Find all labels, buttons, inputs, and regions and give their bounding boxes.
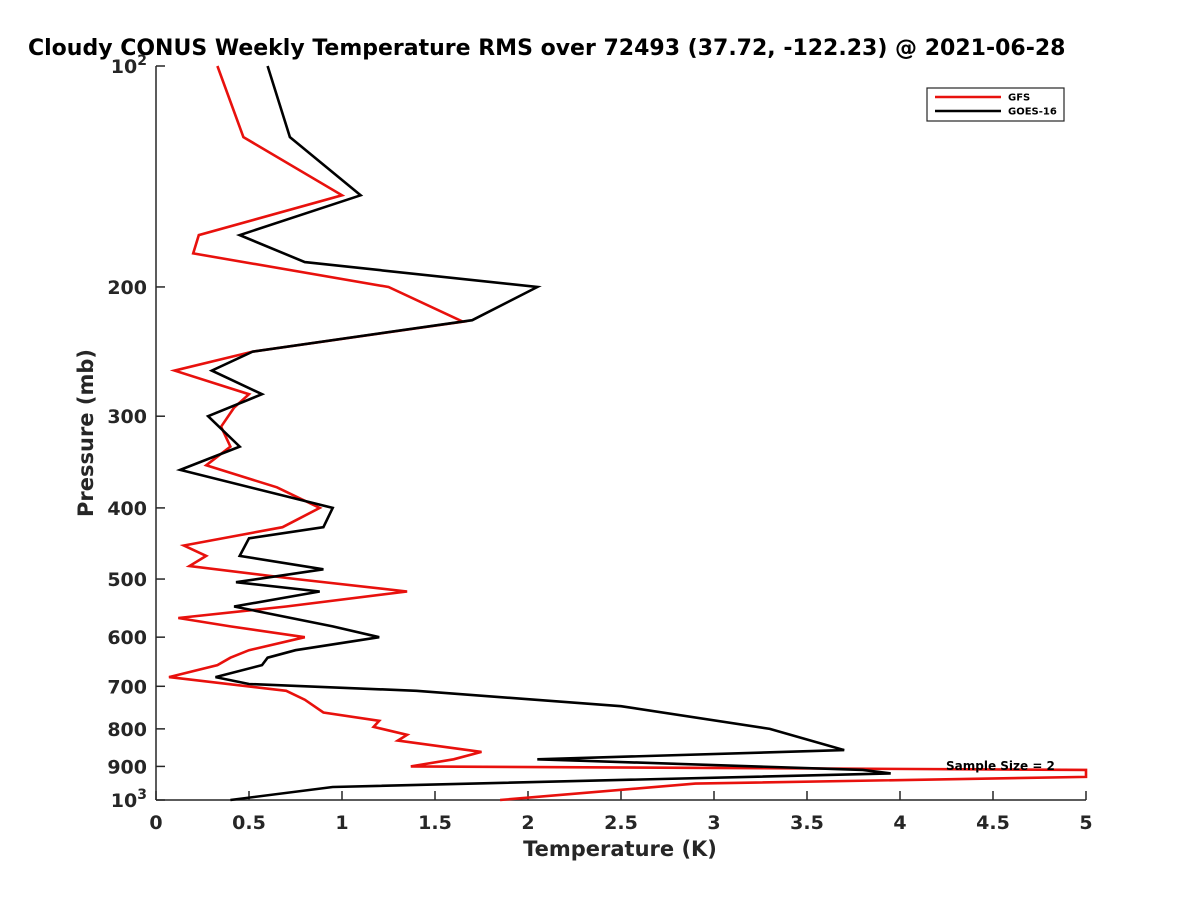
x-tick-label: 3.5 bbox=[790, 812, 824, 834]
x-tick-label: 4.5 bbox=[976, 812, 1010, 834]
legend-label: GFS bbox=[1008, 93, 1030, 104]
y-tick-label: 700 bbox=[107, 676, 147, 698]
y-axis-label: Pressure (mb) bbox=[74, 349, 98, 517]
x-tick-label: 2 bbox=[521, 812, 534, 834]
legend-box bbox=[926, 87, 1065, 122]
x-tick-label: 3 bbox=[707, 812, 720, 834]
x-tick-label: 1.5 bbox=[418, 812, 452, 834]
x-tick-label: 4 bbox=[893, 812, 906, 834]
y-tick-label: 500 bbox=[107, 569, 147, 591]
x-tick-label: 5 bbox=[1079, 812, 1092, 834]
x-tick-label: 0 bbox=[149, 812, 162, 834]
y-tick-label: 800 bbox=[107, 719, 147, 741]
x-tick-label: 1 bbox=[335, 812, 348, 834]
x-tick-label: 0.5 bbox=[232, 812, 266, 834]
plot-lines bbox=[168, 65, 1088, 802]
y-tick-label: 400 bbox=[107, 498, 147, 520]
y-tick-label: 900 bbox=[107, 756, 147, 778]
series-line-goes-16 bbox=[175, 65, 891, 802]
x-tick-label: 2.5 bbox=[604, 812, 638, 834]
x-axis-label: Temperature (K) bbox=[523, 837, 717, 861]
y-tick-label: 103 bbox=[111, 787, 147, 812]
legend-label: GOES-16 bbox=[1008, 107, 1057, 118]
plot-axes: 0 0.5 1 1.5 2 2.5 3 3.5 4 4.5 5 102 200 300 400 500 600 7… bbox=[107, 53, 1092, 834]
sample-size-annotation: Sample Size = 2 bbox=[946, 759, 1055, 773]
legend: GFS GOES-16 bbox=[926, 87, 1065, 122]
chart-title: Cloudy CONUS Weekly Temperature RMS over… bbox=[28, 36, 1065, 61]
y-tick-label: 300 bbox=[107, 406, 147, 428]
y-tick-label: 102 bbox=[111, 53, 147, 78]
y-tick-label: 200 bbox=[107, 277, 147, 299]
y-tick-label: 600 bbox=[107, 627, 147, 649]
series-line-gfs bbox=[168, 65, 1088, 802]
